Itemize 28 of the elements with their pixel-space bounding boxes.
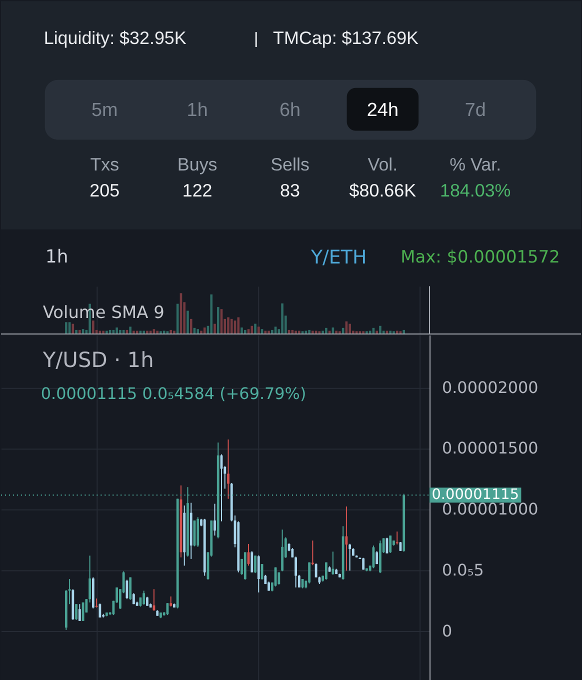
text: Volume SMA 9 — [42, 302, 164, 322]
text: 122 — [182, 180, 212, 200]
text: 83 — [280, 180, 300, 200]
text: TMCap: $137.69K — [273, 28, 419, 48]
text: Y/ETH — [310, 246, 367, 268]
text: Vol. — [368, 154, 398, 175]
text: 5m — [91, 100, 118, 121]
text: 7d — [464, 100, 486, 121]
text: % Var. — [450, 154, 502, 175]
text: 1h — [186, 100, 208, 121]
text: Buys — [177, 154, 218, 175]
text: 6h — [279, 100, 301, 121]
text: Sells — [270, 154, 310, 175]
y-tick-label: 0.00001500 — [442, 438, 538, 458]
text: $80.66K — [349, 180, 416, 200]
text: 0.00001115 0.0₅4584 (+69.79%) — [40, 384, 306, 403]
text: Liquidity: $32.95K — [44, 28, 186, 48]
text: 1h — [45, 246, 68, 268]
text: Txs — [90, 154, 120, 175]
y-tick-label: 0.00002000 — [442, 378, 538, 397]
y-tick-label: 0.0₅5 — [442, 560, 484, 580]
text: 184.03% — [440, 180, 511, 200]
text: Max: $0.00001572 — [400, 246, 560, 266]
text: Y/USD · 1h — [42, 348, 154, 372]
y-tick-label: 0 — [442, 621, 452, 640]
text: 24h — [366, 100, 398, 121]
ref-line-label: 0.00001115 — [432, 487, 519, 504]
text: 205 — [90, 180, 120, 200]
